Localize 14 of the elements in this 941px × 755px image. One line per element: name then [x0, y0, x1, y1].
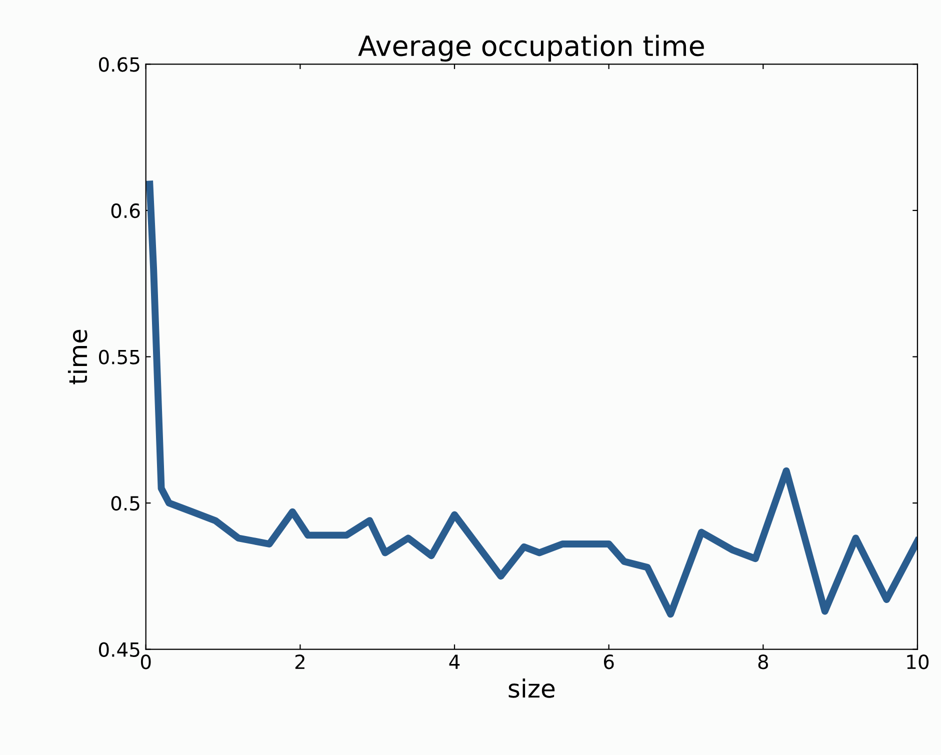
x-axis-title: size	[508, 678, 555, 698]
y-tick-label: 0.5	[111, 496, 140, 511]
chart-title: Average occupation time	[358, 34, 704, 62]
x-tick-label: 6	[604, 654, 614, 670]
x-tick-label: 10	[907, 654, 929, 670]
y-tick-label: 0.55	[98, 350, 140, 364]
y-tick-label: 0.45	[98, 642, 140, 657]
x-tick-label: 2	[295, 654, 304, 669]
x-tick-label: 4	[449, 654, 460, 669]
x-tick-label: 8	[758, 654, 768, 670]
y-tick-label: 0.65	[98, 57, 140, 72]
y-tick-label: 0.6	[111, 203, 140, 218]
y-axis-title: time	[68, 330, 88, 384]
x-tick-label: 0	[140, 654, 151, 670]
